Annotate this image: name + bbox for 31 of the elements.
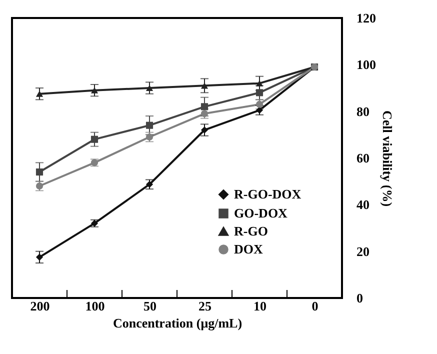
x-tick-label: 100 xyxy=(85,298,105,314)
point xyxy=(200,103,208,110)
point xyxy=(90,136,98,143)
x-tick-label: 10 xyxy=(254,298,266,314)
y-tick-label: 100 xyxy=(356,57,376,72)
y-tick-label: 60 xyxy=(356,150,370,166)
x-tick-label: 0 xyxy=(312,298,318,314)
x-tick-label: 50 xyxy=(144,298,156,314)
point xyxy=(36,254,44,261)
point xyxy=(200,82,208,89)
point xyxy=(36,90,44,97)
y-tick-label: 80 xyxy=(356,104,370,119)
legend-label: DOX xyxy=(234,242,264,256)
y-tick-label: 40 xyxy=(356,197,370,212)
legend-label: R-GO xyxy=(234,224,268,238)
point xyxy=(146,84,154,92)
point xyxy=(256,89,264,96)
point xyxy=(146,180,154,188)
point xyxy=(36,168,44,176)
y-tick-label: 20 xyxy=(356,244,370,259)
legend-label: GO-DOX xyxy=(234,206,288,220)
x-axis-title: Concentration (μg/mL) xyxy=(112,316,242,330)
legend-label: R-GO-DOX xyxy=(234,186,302,202)
point xyxy=(200,126,208,134)
y-tick-label: 120 xyxy=(356,10,376,26)
x-tick-label: 25 xyxy=(198,298,212,314)
point xyxy=(90,87,98,94)
y-axis-title: Cell viability (%) xyxy=(380,110,395,207)
x-tick-label: 200 xyxy=(30,298,50,314)
point xyxy=(146,122,154,129)
point xyxy=(256,80,264,86)
